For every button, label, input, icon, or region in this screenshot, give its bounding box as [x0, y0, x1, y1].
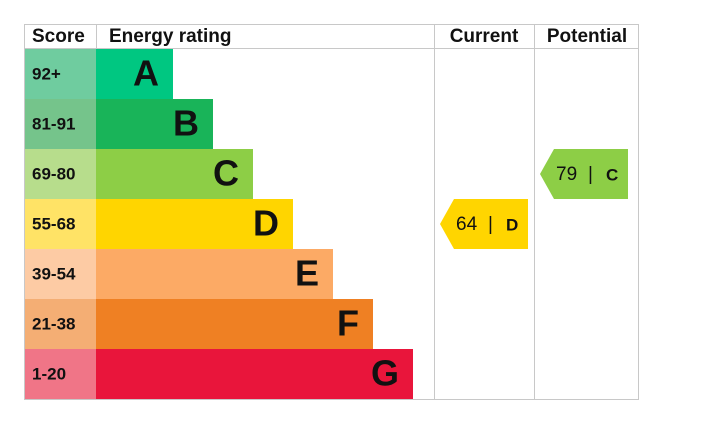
table-grid — [24, 24, 639, 400]
score-label: 81-91 — [32, 114, 75, 133]
score-cell — [24, 199, 96, 249]
rating-letter: D — [253, 203, 279, 244]
score-label: 55-68 — [32, 214, 75, 233]
rating-letter: B — [173, 103, 199, 144]
current-value: 64 — [456, 214, 478, 235]
current-separator: | — [488, 214, 493, 235]
score-cell — [24, 99, 96, 149]
score-label: 69-80 — [32, 164, 75, 183]
score-cell — [24, 349, 96, 399]
score-cell — [24, 249, 96, 299]
header-potential: Potential — [547, 26, 627, 47]
rating-bar — [96, 199, 293, 249]
header-score: Score — [32, 26, 85, 47]
potential-separator: | — [588, 164, 593, 185]
score-label: 92+ — [32, 64, 61, 83]
rating-bar — [96, 349, 413, 399]
potential-value: 79 — [556, 164, 577, 185]
rating-bar — [96, 49, 173, 99]
score-label: 39-54 — [32, 264, 76, 283]
score-cell — [24, 149, 96, 199]
score-cell — [24, 49, 96, 99]
rating-letter: A — [133, 53, 159, 94]
header-energy-rating: Energy rating — [109, 26, 231, 47]
rating-bar — [96, 249, 333, 299]
rating-bar — [96, 149, 253, 199]
rating-letter: E — [295, 253, 319, 294]
rating-bar — [96, 299, 373, 349]
score-label: 1-20 — [32, 364, 66, 383]
potential-arrow — [540, 149, 628, 199]
current-band: D — [506, 215, 518, 234]
potential-band: C — [606, 165, 618, 184]
rating-letter: G — [371, 353, 399, 394]
rating-bar — [96, 99, 213, 149]
score-label: 21-38 — [32, 314, 75, 333]
score-cell — [24, 299, 96, 349]
rating-letter: C — [213, 153, 239, 194]
rating-letter: F — [337, 303, 359, 344]
header-current: Current — [450, 26, 519, 47]
current-arrow — [440, 199, 528, 249]
